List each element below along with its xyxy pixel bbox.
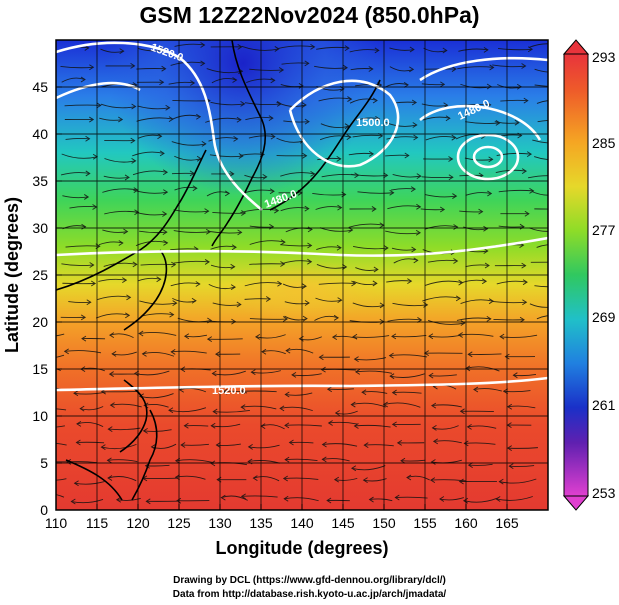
- x-tick-110: 110: [45, 515, 68, 531]
- chart-title: GSM 12Z22Nov2024 (850.0hPa): [139, 2, 480, 28]
- x-tick-140: 140: [290, 515, 314, 531]
- x-tick-120: 120: [126, 515, 150, 531]
- colorbar-label-277: 277: [592, 222, 616, 238]
- colorbar-label-269: 269: [592, 309, 616, 325]
- y-tick-5: 5: [40, 455, 48, 471]
- y-axis: 0 5 10 15 20 25 30 35 40 45 Latitude (de…: [2, 39, 62, 518]
- colorbar-bottom-arrow: [562, 495, 590, 511]
- x-tick-165: 165: [495, 515, 519, 531]
- y-tick-45: 45: [32, 79, 48, 95]
- y-tick-15: 15: [32, 361, 48, 377]
- x-tick-155: 155: [413, 515, 437, 531]
- contour-label-5: 1520.0: [212, 385, 246, 397]
- x-tick-145: 145: [331, 515, 355, 531]
- y-tick-30: 30: [32, 220, 48, 236]
- contour-label-2: 1500.0: [356, 117, 390, 129]
- colorbar-label-253: 253: [592, 485, 616, 501]
- x-axis: 110 115 120 125 130 135 140 145 150 155 …: [45, 504, 549, 558]
- colorbar-scale: [563, 53, 589, 497]
- colorbar-label-261: 261: [592, 397, 616, 413]
- credit-data: Data from http://database.rish.kyoto-u.a…: [172, 589, 447, 600]
- x-tick-130: 130: [208, 515, 232, 531]
- x-tick-115: 115: [86, 515, 109, 531]
- y-tick-35: 35: [32, 173, 48, 189]
- colorbar-top-arrow: [562, 39, 590, 55]
- wind-streamlines: [56, 42, 548, 505]
- x-tick-125: 125: [167, 515, 191, 531]
- y-tick-20: 20: [32, 314, 48, 330]
- y-tick-10: 10: [32, 408, 48, 424]
- y-tick-25: 25: [32, 267, 48, 283]
- y-axis-title: Latitude (degrees): [2, 197, 22, 353]
- warm-anomaly: [220, 260, 380, 320]
- plot-area: 1520.0 1500.0 1480.0 1480.0 1520.0: [56, 40, 548, 510]
- x-tick-135: 135: [249, 515, 273, 531]
- grid-lines: [56, 40, 548, 510]
- colorbar: 293 285 277 269 261 253: [562, 39, 616, 511]
- x-tick-150: 150: [372, 515, 396, 531]
- x-tick-160: 160: [454, 515, 478, 531]
- colorbar-label-285: 285: [592, 135, 616, 151]
- colorbar-label-293: 293: [592, 49, 616, 65]
- x-axis-title: Longitude (degrees): [215, 538, 388, 558]
- y-tick-40: 40: [32, 126, 48, 142]
- y-tick-0: 0: [40, 502, 48, 518]
- credit-drawing: Drawing by DCL (https://www.gfd-dennou.o…: [173, 575, 446, 586]
